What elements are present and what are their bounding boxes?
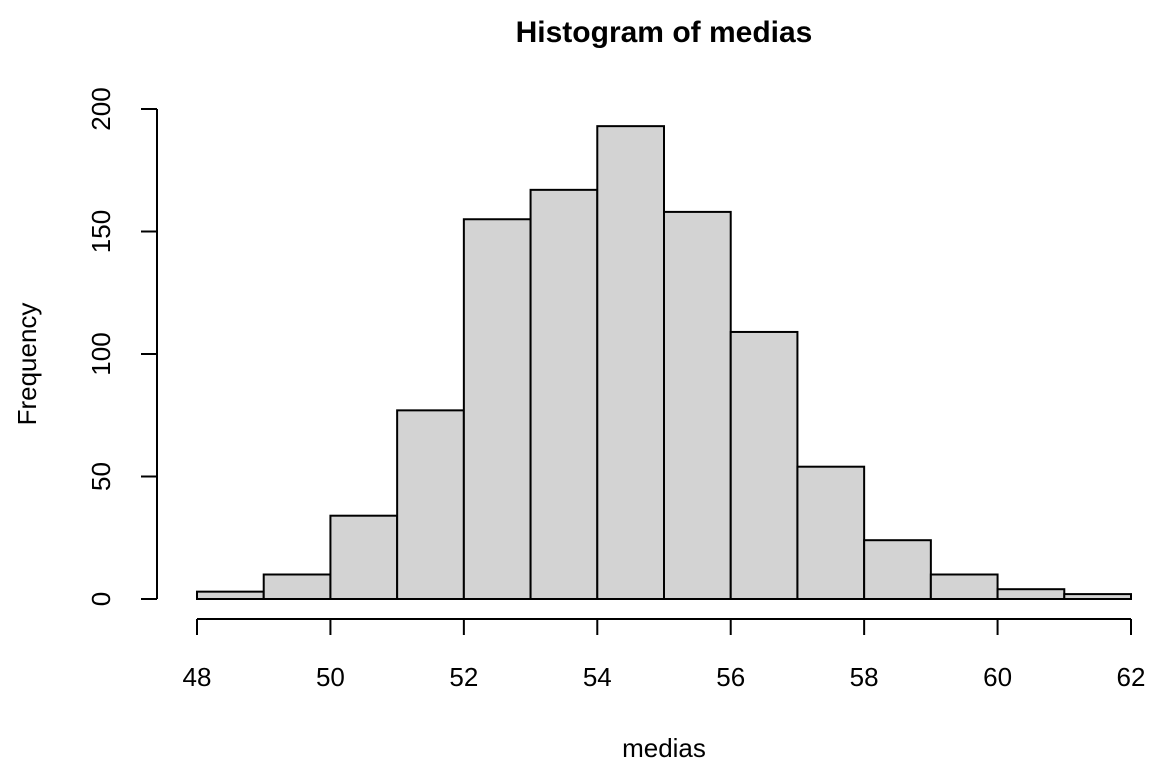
bars-group [196,125,1133,601]
y-tick-label-100: 100 [86,332,116,375]
x-tick-label-52: 52 [449,662,478,692]
y-tick-label-150: 150 [86,210,116,253]
x-tick-label-62: 62 [1117,662,1146,692]
histogram-bar-48-49 [196,590,265,601]
histogram-bar-56-57 [729,330,799,600]
y-tick-label-200: 200 [86,87,116,130]
x-tick-label-50: 50 [316,662,345,692]
histogram-bar-55-56 [663,210,732,600]
histogram-bar-51-52 [396,409,465,600]
y-axis-label: Frequency [12,303,42,426]
x-tick-label-48: 48 [183,662,212,692]
x-tick-label-58: 58 [850,662,879,692]
histogram-bar-58-59 [863,539,932,601]
histogram-bar-59-60 [929,573,999,600]
y-tick-label-0: 0 [86,592,116,606]
x-axis-label: medias [622,733,706,763]
histogram-bar-50-51 [329,514,399,601]
x-tick-label-54: 54 [583,662,612,692]
histogram-bar-61-62 [1063,593,1133,600]
chart-title: Histogram of medias [516,16,813,49]
histogram-bar-52-53 [462,218,532,600]
histogram-bar-57-58 [796,465,866,601]
histogram-bar-54-55 [596,125,665,601]
histogram-bar-49-50 [262,573,332,600]
y-axis: 0 50 100 150 200 [86,87,158,606]
y-tick-label-50: 50 [86,462,116,491]
x-tick-label-56: 56 [716,662,745,692]
histogram-bar-53-54 [529,188,599,600]
x-axis: 48 50 52 54 56 58 60 62 [183,618,1146,692]
histogram-bar-60-61 [996,588,1066,601]
x-tick-label-60: 60 [983,662,1012,692]
